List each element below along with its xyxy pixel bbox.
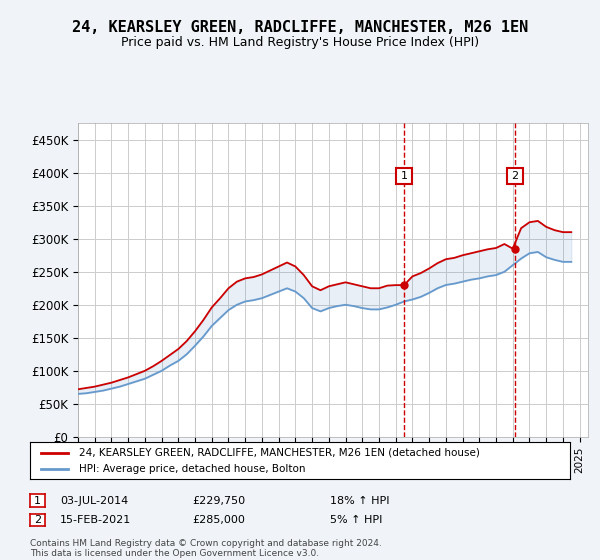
Text: 2: 2 <box>511 171 518 181</box>
Text: HPI: Average price, detached house, Bolton: HPI: Average price, detached house, Bolt… <box>79 464 305 474</box>
Text: Contains HM Land Registry data © Crown copyright and database right 2024.
This d: Contains HM Land Registry data © Crown c… <box>30 539 382 558</box>
Text: Price paid vs. HM Land Registry's House Price Index (HPI): Price paid vs. HM Land Registry's House … <box>121 36 479 49</box>
Text: £229,750: £229,750 <box>192 496 245 506</box>
Text: 5% ↑ HPI: 5% ↑ HPI <box>330 515 382 525</box>
Text: 2: 2 <box>34 515 41 525</box>
Text: 24, KEARSLEY GREEN, RADCLIFFE, MANCHESTER, M26 1EN (detached house): 24, KEARSLEY GREEN, RADCLIFFE, MANCHESTE… <box>79 447 479 458</box>
Text: 15-FEB-2021: 15-FEB-2021 <box>60 515 131 525</box>
Text: 03-JUL-2014: 03-JUL-2014 <box>60 496 128 506</box>
Text: 18% ↑ HPI: 18% ↑ HPI <box>330 496 389 506</box>
Text: 24, KEARSLEY GREEN, RADCLIFFE, MANCHESTER, M26 1EN: 24, KEARSLEY GREEN, RADCLIFFE, MANCHESTE… <box>72 20 528 35</box>
Text: 1: 1 <box>34 496 41 506</box>
Text: £285,000: £285,000 <box>192 515 245 525</box>
Text: 1: 1 <box>401 171 407 181</box>
